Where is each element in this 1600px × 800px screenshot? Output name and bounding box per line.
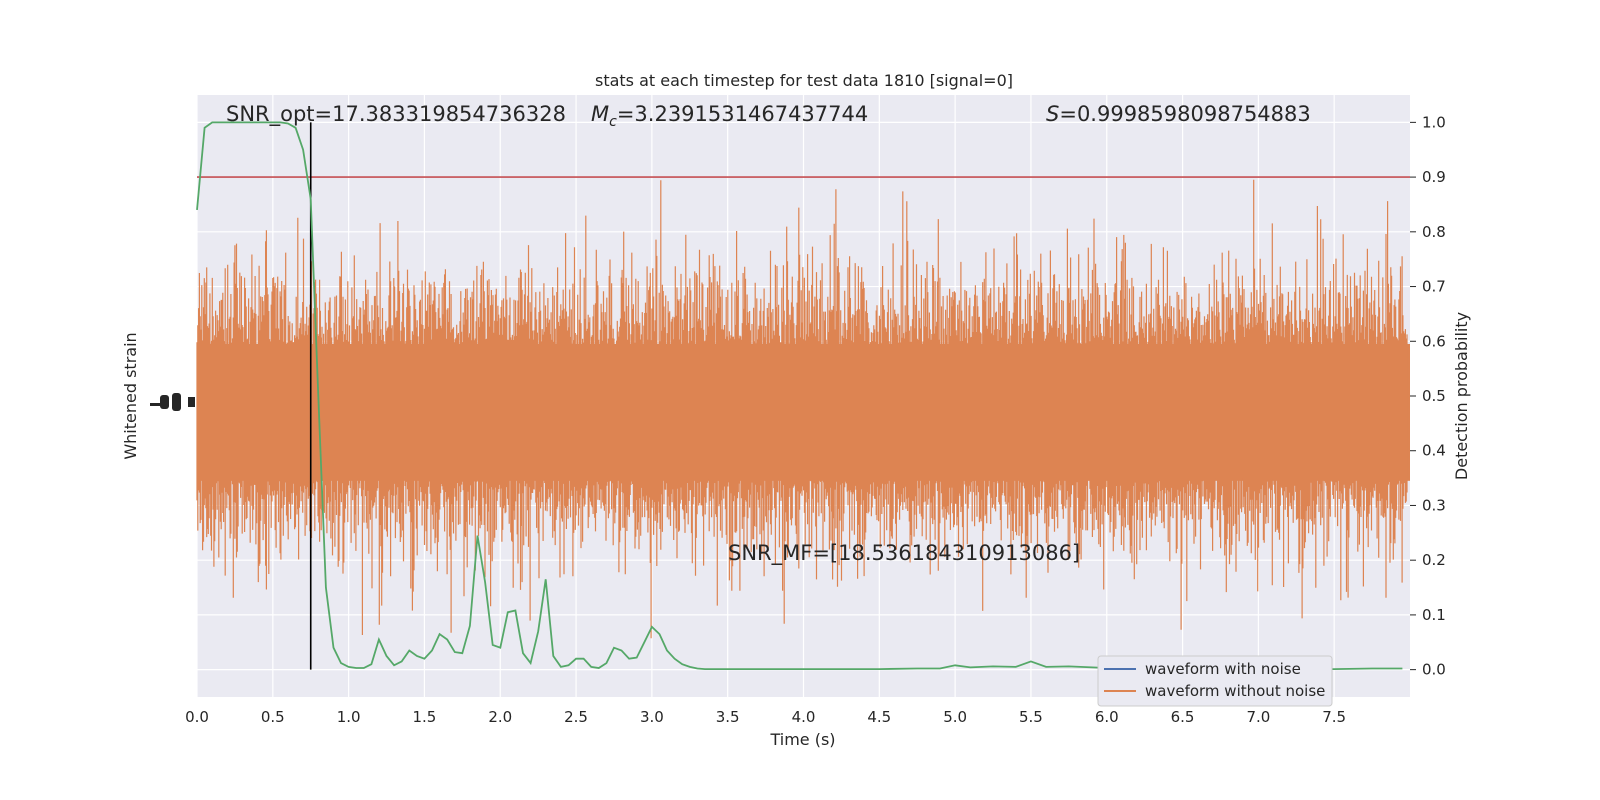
right-tick-label: 0.5: [1422, 387, 1446, 405]
chart-title: stats at each timestep for test data 181…: [595, 71, 1013, 90]
right-tick-label: 0.0: [1422, 661, 1446, 679]
x-tick-label: 3.0: [640, 708, 664, 726]
left-axis-label: Whitened strain: [121, 332, 140, 459]
legend-label-with-noise: waveform with noise: [1145, 660, 1301, 678]
right-tick-label: 0.7: [1422, 278, 1446, 296]
x-tick-label: 1.0: [337, 708, 361, 726]
right-tick-label: 1.0: [1422, 113, 1446, 131]
x-axis-label: Time (s): [769, 730, 835, 749]
x-tick-label: 2.0: [488, 708, 512, 726]
right-tick-label: 0.6: [1422, 332, 1446, 350]
right-tick-label: 0.3: [1422, 496, 1446, 514]
x-tick-label: 2.5: [564, 708, 588, 726]
legend: waveform with noise waveform without noi…: [1097, 655, 1333, 707]
x-tick-label: 6.5: [1171, 708, 1195, 726]
x-tick-label: 4.0: [792, 708, 816, 726]
right-tick-label: 0.8: [1422, 223, 1446, 241]
x-tick-label: 0.5: [261, 708, 285, 726]
right-tick-label: 0.1: [1422, 606, 1446, 624]
x-tick-label: 7.0: [1246, 708, 1270, 726]
snr-opt-annotation: SNR_opt=17.383319854736328: [226, 102, 566, 127]
x-tick-label: 4.5: [867, 708, 891, 726]
x-axis-ticks: 0.0 0.5 1.0 1.5 2.0 2.5 3.0 3.5 4.0 4.5 5.0 5.5 6.0 6…: [185, 708, 1346, 726]
x-tick-label: 5.0: [943, 708, 967, 726]
waveform-without-noise-series: [196, 179, 1410, 639]
right-tick-label: 0.2: [1422, 551, 1446, 569]
left-axis-tick-clutter: [150, 393, 195, 411]
x-tick-label: 7.5: [1322, 708, 1346, 726]
x-tick-label: 5.5: [1019, 708, 1043, 726]
s-annotation: S=0.9998598098754883: [1046, 102, 1311, 126]
right-axis-ticks: 0.0 0.1 0.2 0.3 0.4 0.5 0.6 0.7 0.8 0.9 1.0: [1410, 113, 1446, 679]
x-tick-label: 0.0: [185, 708, 209, 726]
x-tick-label: 1.5: [413, 708, 437, 726]
legend-label-without-noise: waveform without noise: [1145, 682, 1325, 700]
legend-box: [1097, 655, 1333, 707]
detection-probability-line: [196, 121, 1403, 670]
mc-annotation: Mc=3.2391531467437744: [591, 102, 868, 130]
waveform-without-noise-line: [196, 179, 1408, 639]
snr-mf-annotation: SNR_MF=[18.536184310913086]: [728, 541, 1080, 566]
x-tick-label: 3.5: [716, 708, 740, 726]
right-tick-label: 0.4: [1422, 442, 1446, 460]
x-tick-label: 6.0: [1095, 708, 1119, 726]
detection-probability-series: [196, 121, 1403, 670]
right-axis-label: Detection probability: [1452, 312, 1471, 480]
right-tick-label: 0.9: [1422, 168, 1446, 186]
